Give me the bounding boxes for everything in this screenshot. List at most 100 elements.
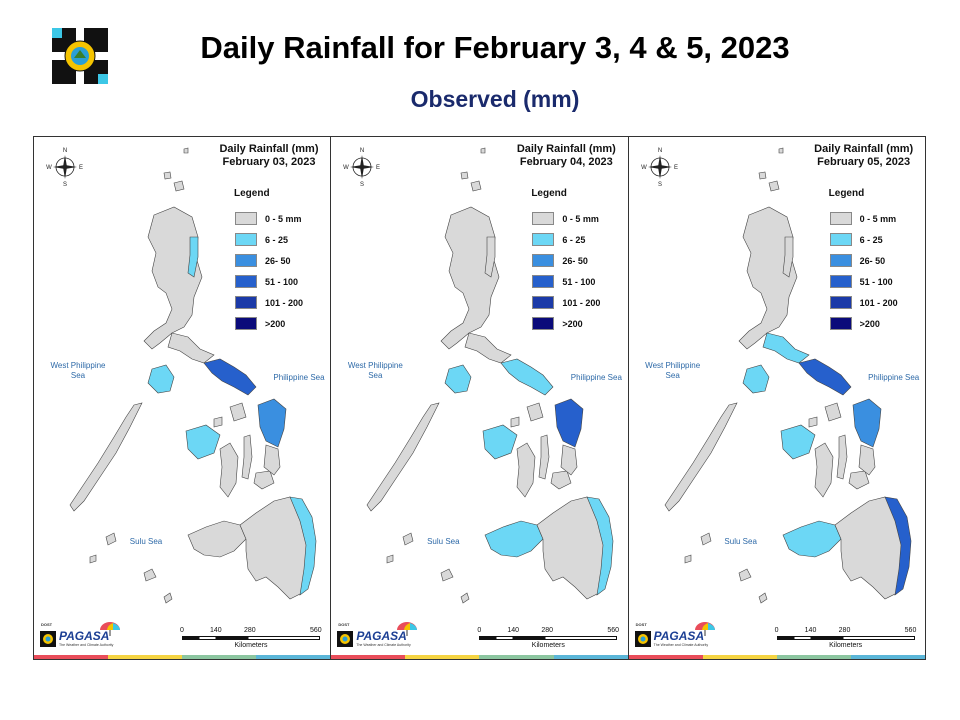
- sea-label-east: Philippine Sea: [570, 373, 622, 382]
- brand-name: PAGASA: [653, 629, 705, 643]
- region-luzon-ne: [187, 236, 199, 278]
- region-luzon: [143, 206, 203, 350]
- scale-graphic: [182, 636, 320, 640]
- legend-item: >200: [235, 313, 303, 334]
- legend-item: 6 - 25: [829, 229, 898, 250]
- pagasa-logo: [48, 24, 112, 88]
- legend-title: Legend: [234, 188, 270, 199]
- color-stripe: [34, 655, 331, 659]
- legend-label: 51 - 100: [859, 276, 893, 287]
- legend-item: >200: [532, 313, 600, 334]
- scale-tick: 560: [607, 627, 620, 634]
- region-bicol: [500, 358, 554, 396]
- legend-swatch: [532, 296, 555, 309]
- sea-label-west: West Philippine Sea: [347, 361, 403, 380]
- north-arrow-icon: N S W E: [46, 148, 83, 187]
- legend-swatch: [235, 212, 257, 225]
- legend-swatch: [532, 275, 555, 288]
- region-bohol: [550, 470, 572, 490]
- region-mindanao-east: [884, 496, 911, 596]
- region-mindoro: [742, 364, 769, 394]
- legend-label: 6 - 25: [859, 234, 883, 245]
- region-panay: [780, 424, 816, 460]
- svg-text:E: E: [674, 165, 678, 171]
- pagasa-brand: DOST PAGASA The Weather and Climate Auth…: [632, 621, 722, 651]
- legend-item: 51 - 100: [235, 271, 303, 292]
- pagasa-brand: DOST PAGASA The Weather and Climate Auth…: [334, 621, 424, 651]
- legend-swatch: [235, 233, 257, 246]
- legend-item: 26- 50: [235, 250, 303, 271]
- umbrella-icon: [694, 622, 715, 636]
- brand-name: PAGASA: [356, 629, 407, 643]
- sea-label-west: West Philippine Sea: [50, 361, 106, 380]
- scale-bar: 0 140 280 560 Kilometers: [477, 627, 620, 653]
- legend-item: 51 - 100: [532, 271, 600, 292]
- pagasa-brand: DOST PAGASA The Weather and Climate Auth…: [37, 621, 127, 651]
- north-arrow-icon: N S W E: [641, 148, 678, 187]
- region-bohol: [253, 470, 275, 490]
- pagasa-mark-icon: [40, 631, 56, 647]
- region-cebu: [836, 434, 847, 480]
- region-samar: [852, 398, 881, 448]
- region-mindanao-west: [484, 520, 544, 558]
- panel-date: February 04, 2023: [519, 156, 613, 168]
- legend-swatch: [235, 296, 257, 309]
- region-luzon: [440, 206, 500, 350]
- scale-tick: 280: [838, 627, 851, 634]
- svg-text:S: S: [63, 182, 67, 187]
- panel-date: February 03, 2023: [222, 156, 316, 168]
- legend-label: 0 - 5 mm: [562, 213, 599, 224]
- svg-text:W: W: [641, 165, 647, 171]
- region-luzon-ne: [485, 236, 496, 278]
- legend-label: 51 - 100: [265, 276, 299, 287]
- region-mindanao-west: [187, 520, 247, 558]
- brand-tagline: The Weather and Climate Authority: [59, 643, 114, 647]
- map-panel-feb-04: N S W E Daily Rainfall (mm) February 04,…: [331, 137, 629, 659]
- region-cebu: [539, 434, 550, 480]
- philippines-map: [69, 147, 317, 604]
- region-panay: [185, 424, 221, 460]
- scale-tick: 140: [210, 627, 222, 634]
- region-masbate: [526, 402, 544, 422]
- philippines-map: [366, 147, 614, 604]
- region-negros: [517, 442, 536, 498]
- map-panel-feb-03: N S W E Daily Rainfall (mm) February 03,…: [34, 137, 332, 659]
- region-mindanao-west: [782, 520, 842, 558]
- brand-name: PAGASA: [59, 629, 110, 643]
- legend-label: 51 - 100: [562, 276, 596, 287]
- sea-label-sulu: Sulu Sea: [427, 537, 460, 546]
- svg-text:W: W: [46, 165, 52, 171]
- region-masbate: [229, 402, 247, 422]
- legend-item: 6 - 25: [532, 229, 600, 250]
- legend-item: 0 - 5 mm: [532, 208, 600, 229]
- scale-bar: 0 140 280 560 Kilometers: [180, 627, 322, 653]
- legend-label: 26- 50: [265, 255, 291, 266]
- region-samar: [555, 398, 584, 448]
- region-palawan: [664, 402, 738, 512]
- svg-text:N: N: [657, 148, 661, 154]
- scale-tick: 140: [507, 627, 520, 634]
- legend-label: 26- 50: [859, 255, 886, 266]
- legend-item: 26- 50: [532, 250, 600, 271]
- legend-item: 101 - 200: [235, 292, 303, 313]
- brand-dost: DOST: [635, 622, 647, 627]
- scale-tick: 560: [904, 627, 917, 634]
- panel-heading: Daily Rainfall (mm): [516, 143, 616, 155]
- legend-label: >200: [859, 318, 880, 329]
- page-subtitle: Observed (mm): [410, 86, 580, 112]
- umbrella-icon: [397, 622, 418, 636]
- legend-swatch: [829, 296, 852, 309]
- scale-tick: 280: [541, 627, 554, 634]
- scale-graphic: [479, 636, 618, 640]
- scale-unit: Kilometers: [829, 642, 863, 649]
- svg-text:E: E: [376, 165, 380, 171]
- legend-swatch: [532, 317, 555, 330]
- svg-text:N: N: [360, 148, 364, 154]
- legend-swatch: [235, 254, 257, 267]
- legend-swatch: [829, 275, 852, 288]
- region-masbate: [824, 402, 842, 422]
- legend-swatch: [532, 254, 555, 267]
- brand-dost: DOST: [41, 622, 53, 627]
- map-panels: N S W E Daily Rainfall (mm) February 03,…: [33, 136, 926, 660]
- legend-label: >200: [562, 318, 583, 329]
